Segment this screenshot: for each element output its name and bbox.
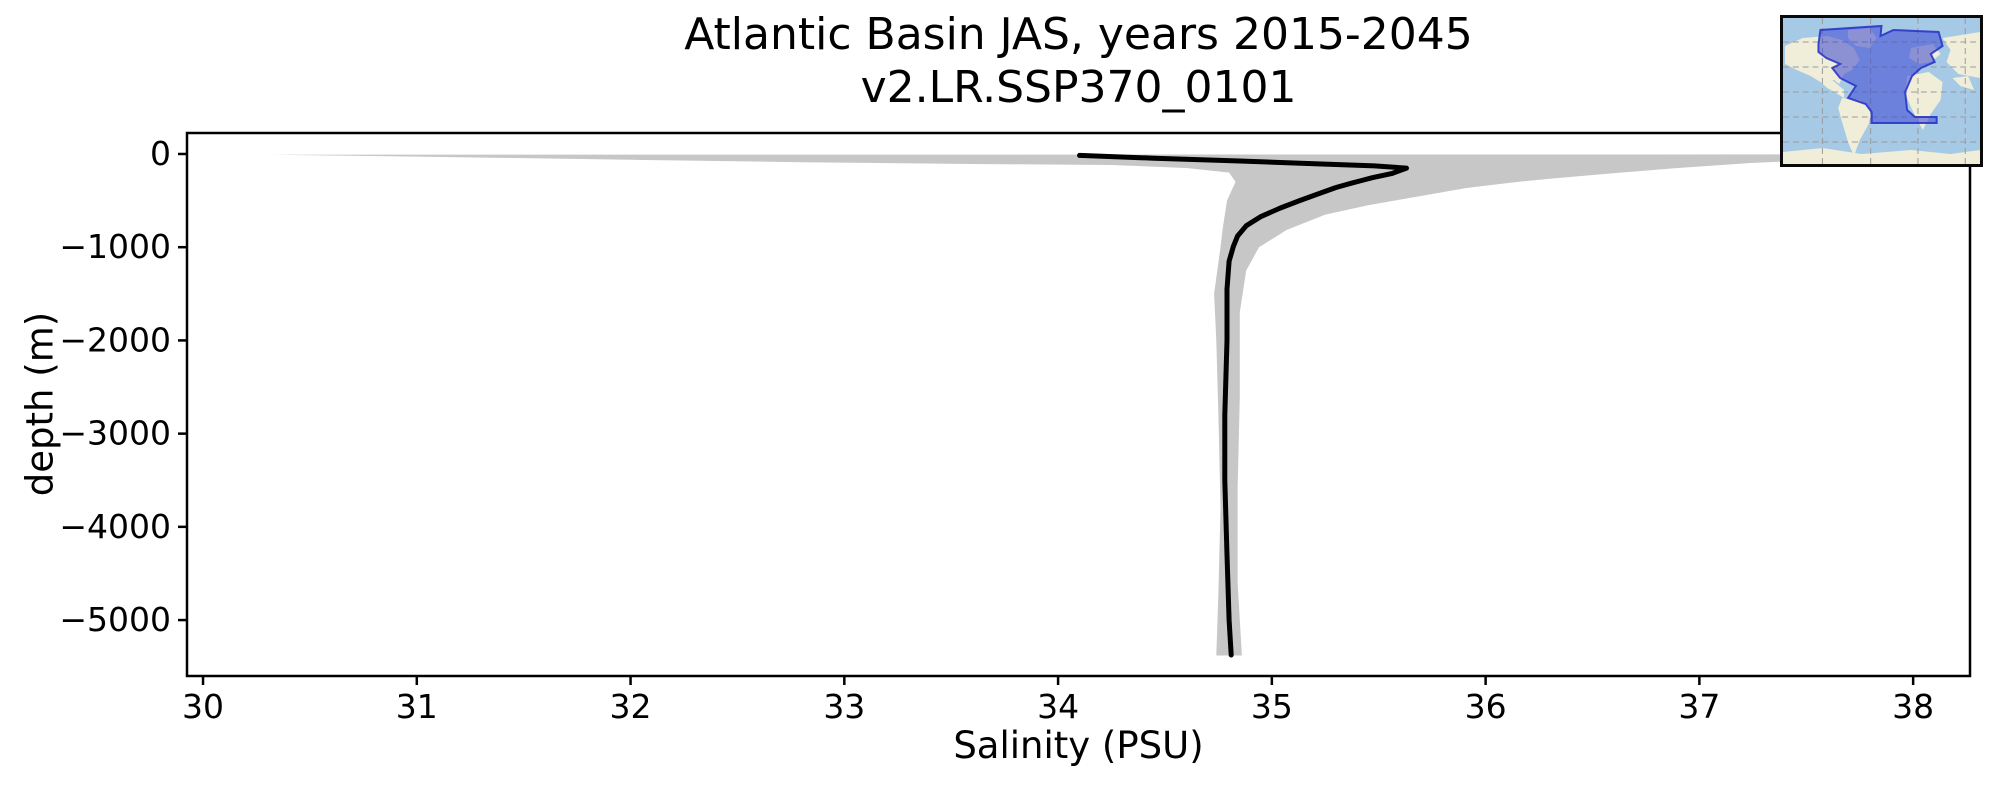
x-tick-label: 33 bbox=[823, 687, 865, 726]
x-axis-label: Salinity (PSU) bbox=[953, 724, 1204, 767]
x-tick-label: 34 bbox=[1037, 687, 1079, 726]
x-tick-label: 38 bbox=[1892, 687, 1934, 726]
inset-map-svg bbox=[1783, 18, 1980, 164]
inset-map bbox=[1780, 15, 1983, 167]
y-axis-label: depth (m) bbox=[18, 311, 62, 497]
x-tick-label: 36 bbox=[1465, 687, 1507, 726]
y-tick-label: −5000 bbox=[59, 600, 171, 639]
y-tick-label: −2000 bbox=[59, 320, 171, 359]
y-tick-label: 0 bbox=[150, 134, 171, 173]
uncertainty-band bbox=[271, 154, 1969, 656]
atlantic-region-highlight bbox=[1817, 24, 1944, 124]
chart-title-block: Atlantic Basin JAS, years 2015-2045 v2.L… bbox=[187, 8, 1970, 114]
y-tick-label: −3000 bbox=[59, 414, 171, 453]
chart-title: Atlantic Basin JAS, years 2015-2045 bbox=[684, 9, 1473, 60]
inset-land-africa bbox=[1905, 72, 1943, 130]
x-tick-label: 31 bbox=[396, 687, 438, 726]
x-tick-label: 35 bbox=[1251, 687, 1293, 726]
y-tick-label: −1000 bbox=[59, 227, 171, 266]
plot-frame bbox=[185, 131, 1972, 678]
salinity-profile-line bbox=[1077, 152, 1409, 658]
y-tick-label: −4000 bbox=[59, 507, 171, 546]
x-tick-label: 30 bbox=[182, 687, 224, 726]
inset-land-south-america bbox=[1838, 98, 1872, 156]
x-tick-label: 37 bbox=[1678, 687, 1720, 726]
x-tick-label: 32 bbox=[610, 687, 652, 726]
inset-land-arabia bbox=[1952, 76, 1975, 90]
inset-land-antarctica bbox=[1783, 148, 1980, 164]
chart-subtitle: v2.LR.SSP370_0101 bbox=[860, 62, 1297, 113]
